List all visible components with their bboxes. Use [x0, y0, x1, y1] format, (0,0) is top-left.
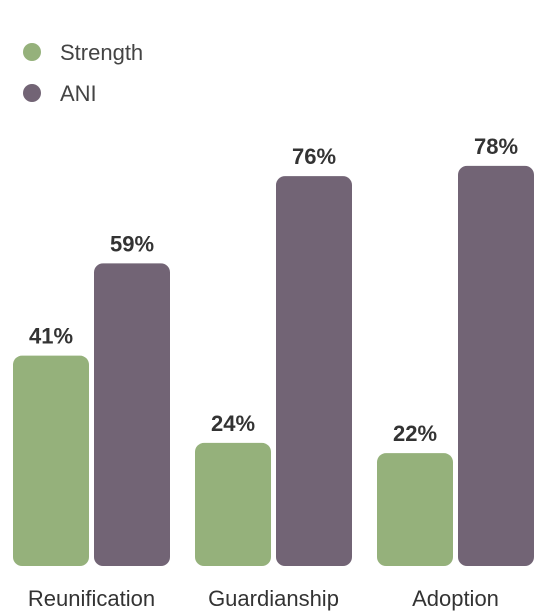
legend-label-strength: Strength [60, 40, 143, 65]
bars [13, 165, 534, 567]
category-label-guardianship: Guardianship [208, 586, 339, 611]
value-label-strength-reunification: 41% [29, 324, 73, 349]
legend-marker-strength [23, 43, 41, 61]
bar-ani-adoption [458, 165, 534, 567]
legend-marker-ani [23, 84, 41, 102]
legend-label-ani: ANI [60, 81, 97, 106]
value-label-strength-adoption: 22% [393, 421, 437, 446]
category-labels: Reunification Guardianship Adoption [28, 586, 499, 611]
bar-ani-reunification [94, 263, 170, 566]
bar-strength-adoption [377, 453, 453, 566]
value-label-strength-guardianship: 24% [211, 411, 255, 436]
value-label-ani-adoption: 78% [474, 134, 518, 159]
bar-ani-guardianship [276, 176, 352, 566]
value-labels: 41% 59% 24% 76% 22% 78% [29, 134, 518, 446]
category-label-adoption: Adoption [412, 586, 499, 611]
value-label-ani-reunification: 59% [110, 231, 154, 256]
category-label-reunification: Reunification [28, 586, 155, 611]
bar-strength-guardianship [195, 442, 271, 566]
bar-strength-reunification [13, 355, 89, 566]
value-label-ani-guardianship: 76% [292, 144, 336, 169]
legend: Strength ANI [23, 40, 143, 106]
